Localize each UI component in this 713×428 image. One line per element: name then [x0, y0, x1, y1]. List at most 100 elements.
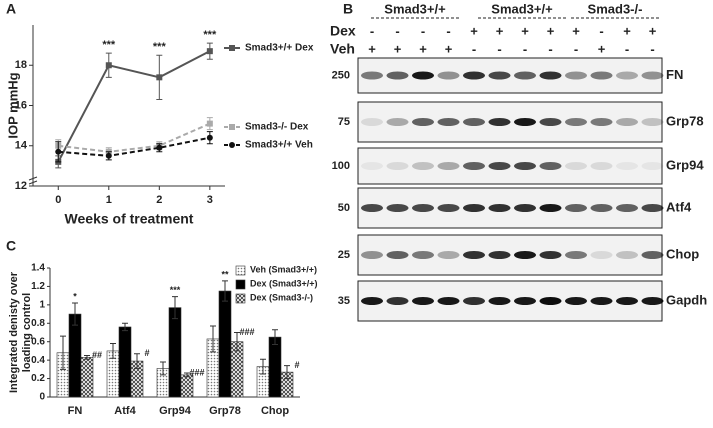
- blot-band: [463, 204, 485, 212]
- blot-band: [590, 162, 613, 170]
- legend-marker: [229, 45, 235, 51]
- legend-swatch: [235, 293, 246, 304]
- error-bar: [210, 325, 216, 353]
- protein-label: Gapdh: [666, 292, 707, 307]
- series-line: [58, 136, 211, 157]
- blot-band: [590, 251, 613, 259]
- blot-band: [590, 71, 613, 80]
- mw-marker: 100: [332, 160, 350, 172]
- error-bar: [222, 280, 228, 302]
- x-tick-label: 3: [207, 194, 213, 206]
- error-bar: [160, 361, 166, 376]
- y-tick-label: 12: [15, 180, 27, 192]
- blot-band: [641, 71, 664, 80]
- series-line: [58, 122, 211, 153]
- protein-label: Chop: [666, 246, 699, 261]
- blot-band: [437, 162, 460, 170]
- condition-sign: +: [496, 23, 504, 38]
- condition-sign: -: [472, 41, 476, 56]
- point: [105, 152, 112, 159]
- bar: [180, 374, 194, 398]
- legend-label: Smad3+/+ Veh: [245, 140, 313, 151]
- x-axis-label: Weeks of treatment: [65, 211, 194, 227]
- point: [105, 62, 112, 69]
- panel-label: B: [343, 1, 353, 17]
- error-bar: [84, 355, 90, 360]
- bar: [218, 290, 232, 398]
- x-tick-label: FN: [68, 405, 83, 417]
- error-bar: [134, 353, 140, 369]
- blot-band: [386, 251, 409, 259]
- blot-band: [641, 162, 664, 170]
- blot-band: [539, 251, 562, 259]
- condition-sign: -: [548, 41, 552, 56]
- blot-band: [488, 162, 511, 170]
- condition-sign: -: [523, 41, 527, 56]
- blot-band: [361, 204, 383, 212]
- blot-band: [641, 118, 664, 126]
- blot-band: [514, 251, 536, 259]
- point: [206, 48, 213, 55]
- mw-marker: 75: [338, 116, 350, 128]
- blot-band: [361, 71, 383, 80]
- blot-band: [641, 297, 664, 305]
- error-bar: [72, 302, 78, 326]
- blot-band: [386, 162, 409, 170]
- series-line: [57, 50, 211, 163]
- condition-sign: -: [625, 41, 629, 56]
- condition-label: Veh: [330, 41, 355, 57]
- condition-sign: -: [370, 23, 374, 38]
- blot-band: [539, 204, 562, 212]
- group-label: Smad3+/+: [491, 1, 553, 16]
- error-bar: [234, 332, 240, 352]
- blot-band: [437, 204, 460, 212]
- y-axis-label: loading control: [21, 293, 33, 372]
- significance-label: ###: [189, 367, 204, 377]
- y-tick-label: 1.2: [31, 281, 45, 292]
- y-tick-label: 0: [39, 392, 45, 403]
- significance-label: ***: [153, 41, 167, 53]
- blot-band: [539, 162, 562, 170]
- x-tick-label: 0: [55, 194, 61, 206]
- x-tick-label: Chop: [261, 405, 289, 417]
- condition-sign: +: [598, 41, 606, 56]
- blot-band: [386, 297, 409, 305]
- blot-band: [616, 297, 638, 305]
- blot-band: [386, 204, 409, 212]
- blot-band: [488, 204, 511, 212]
- y-tick-label: 0.2: [31, 373, 45, 384]
- legend-swatch: [235, 279, 246, 290]
- x-tick-label: Grp94: [159, 405, 192, 417]
- condition-sign: +: [419, 41, 427, 56]
- condition-sign: +: [547, 23, 555, 38]
- y-tick-label: 0.6: [31, 336, 45, 347]
- blot-band: [514, 71, 536, 80]
- blot-band: [590, 118, 613, 126]
- condition-sign: -: [497, 41, 501, 56]
- blot-band: [565, 118, 587, 126]
- condition-sign: +: [623, 23, 631, 38]
- error-bar: [260, 358, 266, 375]
- blot-band: [616, 204, 638, 212]
- blot-band: [590, 204, 613, 212]
- blot-band: [412, 118, 434, 126]
- blot-band: [463, 297, 485, 305]
- blot-band: [412, 251, 434, 259]
- bar: [268, 336, 282, 398]
- blot-band: [616, 71, 638, 80]
- blot-band: [437, 118, 460, 126]
- error-bar: [272, 329, 278, 345]
- blot-band: [412, 162, 434, 170]
- y-tick-label: 0.4: [31, 355, 45, 366]
- legend-label: Dex (Smad3+/+): [250, 278, 318, 288]
- blot-band: [514, 204, 536, 212]
- y-tick-label: 0.8: [31, 318, 45, 329]
- legend-label: Dex (Smad3-/-): [250, 292, 313, 302]
- panel-label: C: [6, 238, 16, 254]
- blot-band: [412, 204, 434, 212]
- blot-band: [565, 162, 587, 170]
- blot-band: [514, 297, 536, 305]
- blot-band: [437, 251, 460, 259]
- blot-band: [539, 118, 562, 126]
- condition-sign: -: [650, 41, 654, 56]
